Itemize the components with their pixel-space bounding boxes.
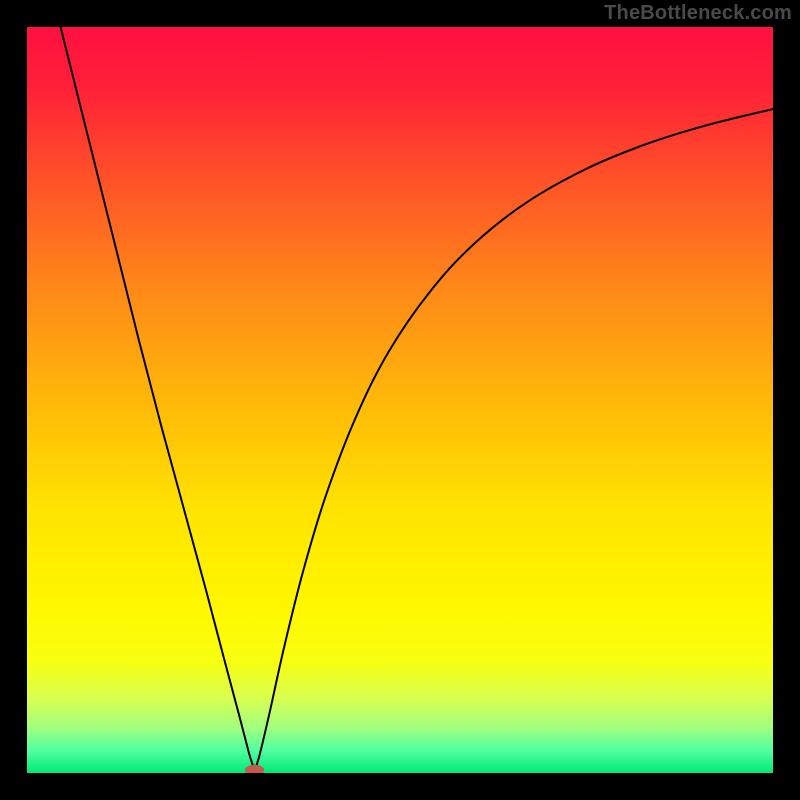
chart-container: TheBottleneck.com — [0, 0, 800, 800]
watermark-text: TheBottleneck.com — [604, 2, 792, 25]
bottleneck-chart — [0, 0, 800, 800]
